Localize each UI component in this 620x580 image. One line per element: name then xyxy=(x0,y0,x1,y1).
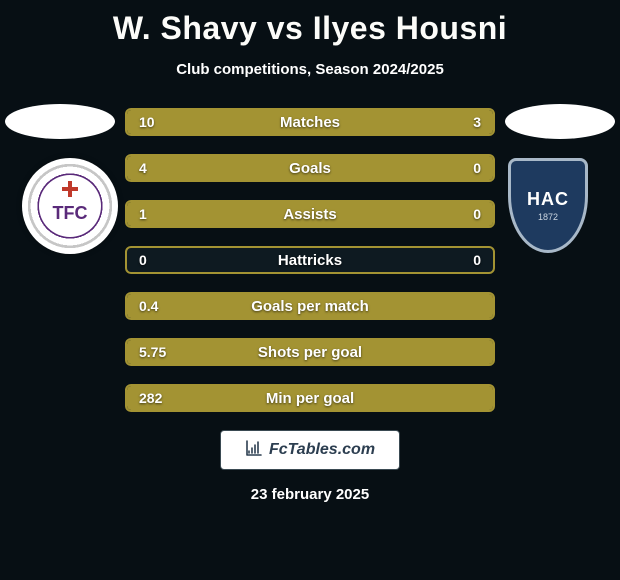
stat-label: Assists xyxy=(127,202,493,226)
stat-row: 00Hattricks xyxy=(125,246,495,274)
stat-row: 103Matches xyxy=(125,108,495,136)
date-text: 23 february 2025 xyxy=(0,486,620,503)
tfc-cross-icon xyxy=(62,181,78,197)
stat-label: Shots per goal xyxy=(127,340,493,364)
stat-row: 5.75Shots per goal xyxy=(125,338,495,366)
stat-label: Min per goal xyxy=(127,386,493,410)
comparison-content: TFC HAC 1872 103Matches 40Goals 10Assists 0… xyxy=(0,108,620,412)
subtitle: Club competitions, Season 2024/2025 xyxy=(0,61,620,78)
hac-shield: HAC 1872 xyxy=(508,158,588,253)
stat-row: 40Goals xyxy=(125,154,495,182)
stat-label: Goals xyxy=(127,156,493,180)
footer-brand: FcTables.com xyxy=(220,430,400,470)
stat-row: 10Assists xyxy=(125,200,495,228)
stat-row: 0.4Goals per match xyxy=(125,292,495,320)
team-right-logo: HAC 1872 xyxy=(500,158,596,254)
stat-label: Goals per match xyxy=(127,294,493,318)
hac-abbr: HAC xyxy=(527,189,569,210)
tfc-badge: TFC xyxy=(22,158,118,254)
left-halo xyxy=(5,104,115,139)
chart-icon xyxy=(245,439,263,462)
stat-label: Hattricks xyxy=(127,248,493,272)
tfc-badge-inner: TFC xyxy=(39,175,101,237)
stat-label: Matches xyxy=(127,110,493,134)
right-halo xyxy=(505,104,615,139)
hac-badge: HAC 1872 xyxy=(508,158,588,253)
team-left-logo: TFC xyxy=(22,158,118,254)
stat-bars: 103Matches 40Goals 10Assists 00Hattricks 0.4… xyxy=(125,108,495,412)
hac-year: 1872 xyxy=(538,212,558,222)
tfc-abbr: TFC xyxy=(53,203,88,224)
stat-row: 282Min per goal xyxy=(125,384,495,412)
page-title: W. Shavy vs Ilyes Housni xyxy=(0,0,620,47)
footer-brand-text: FcTables.com xyxy=(269,441,375,459)
